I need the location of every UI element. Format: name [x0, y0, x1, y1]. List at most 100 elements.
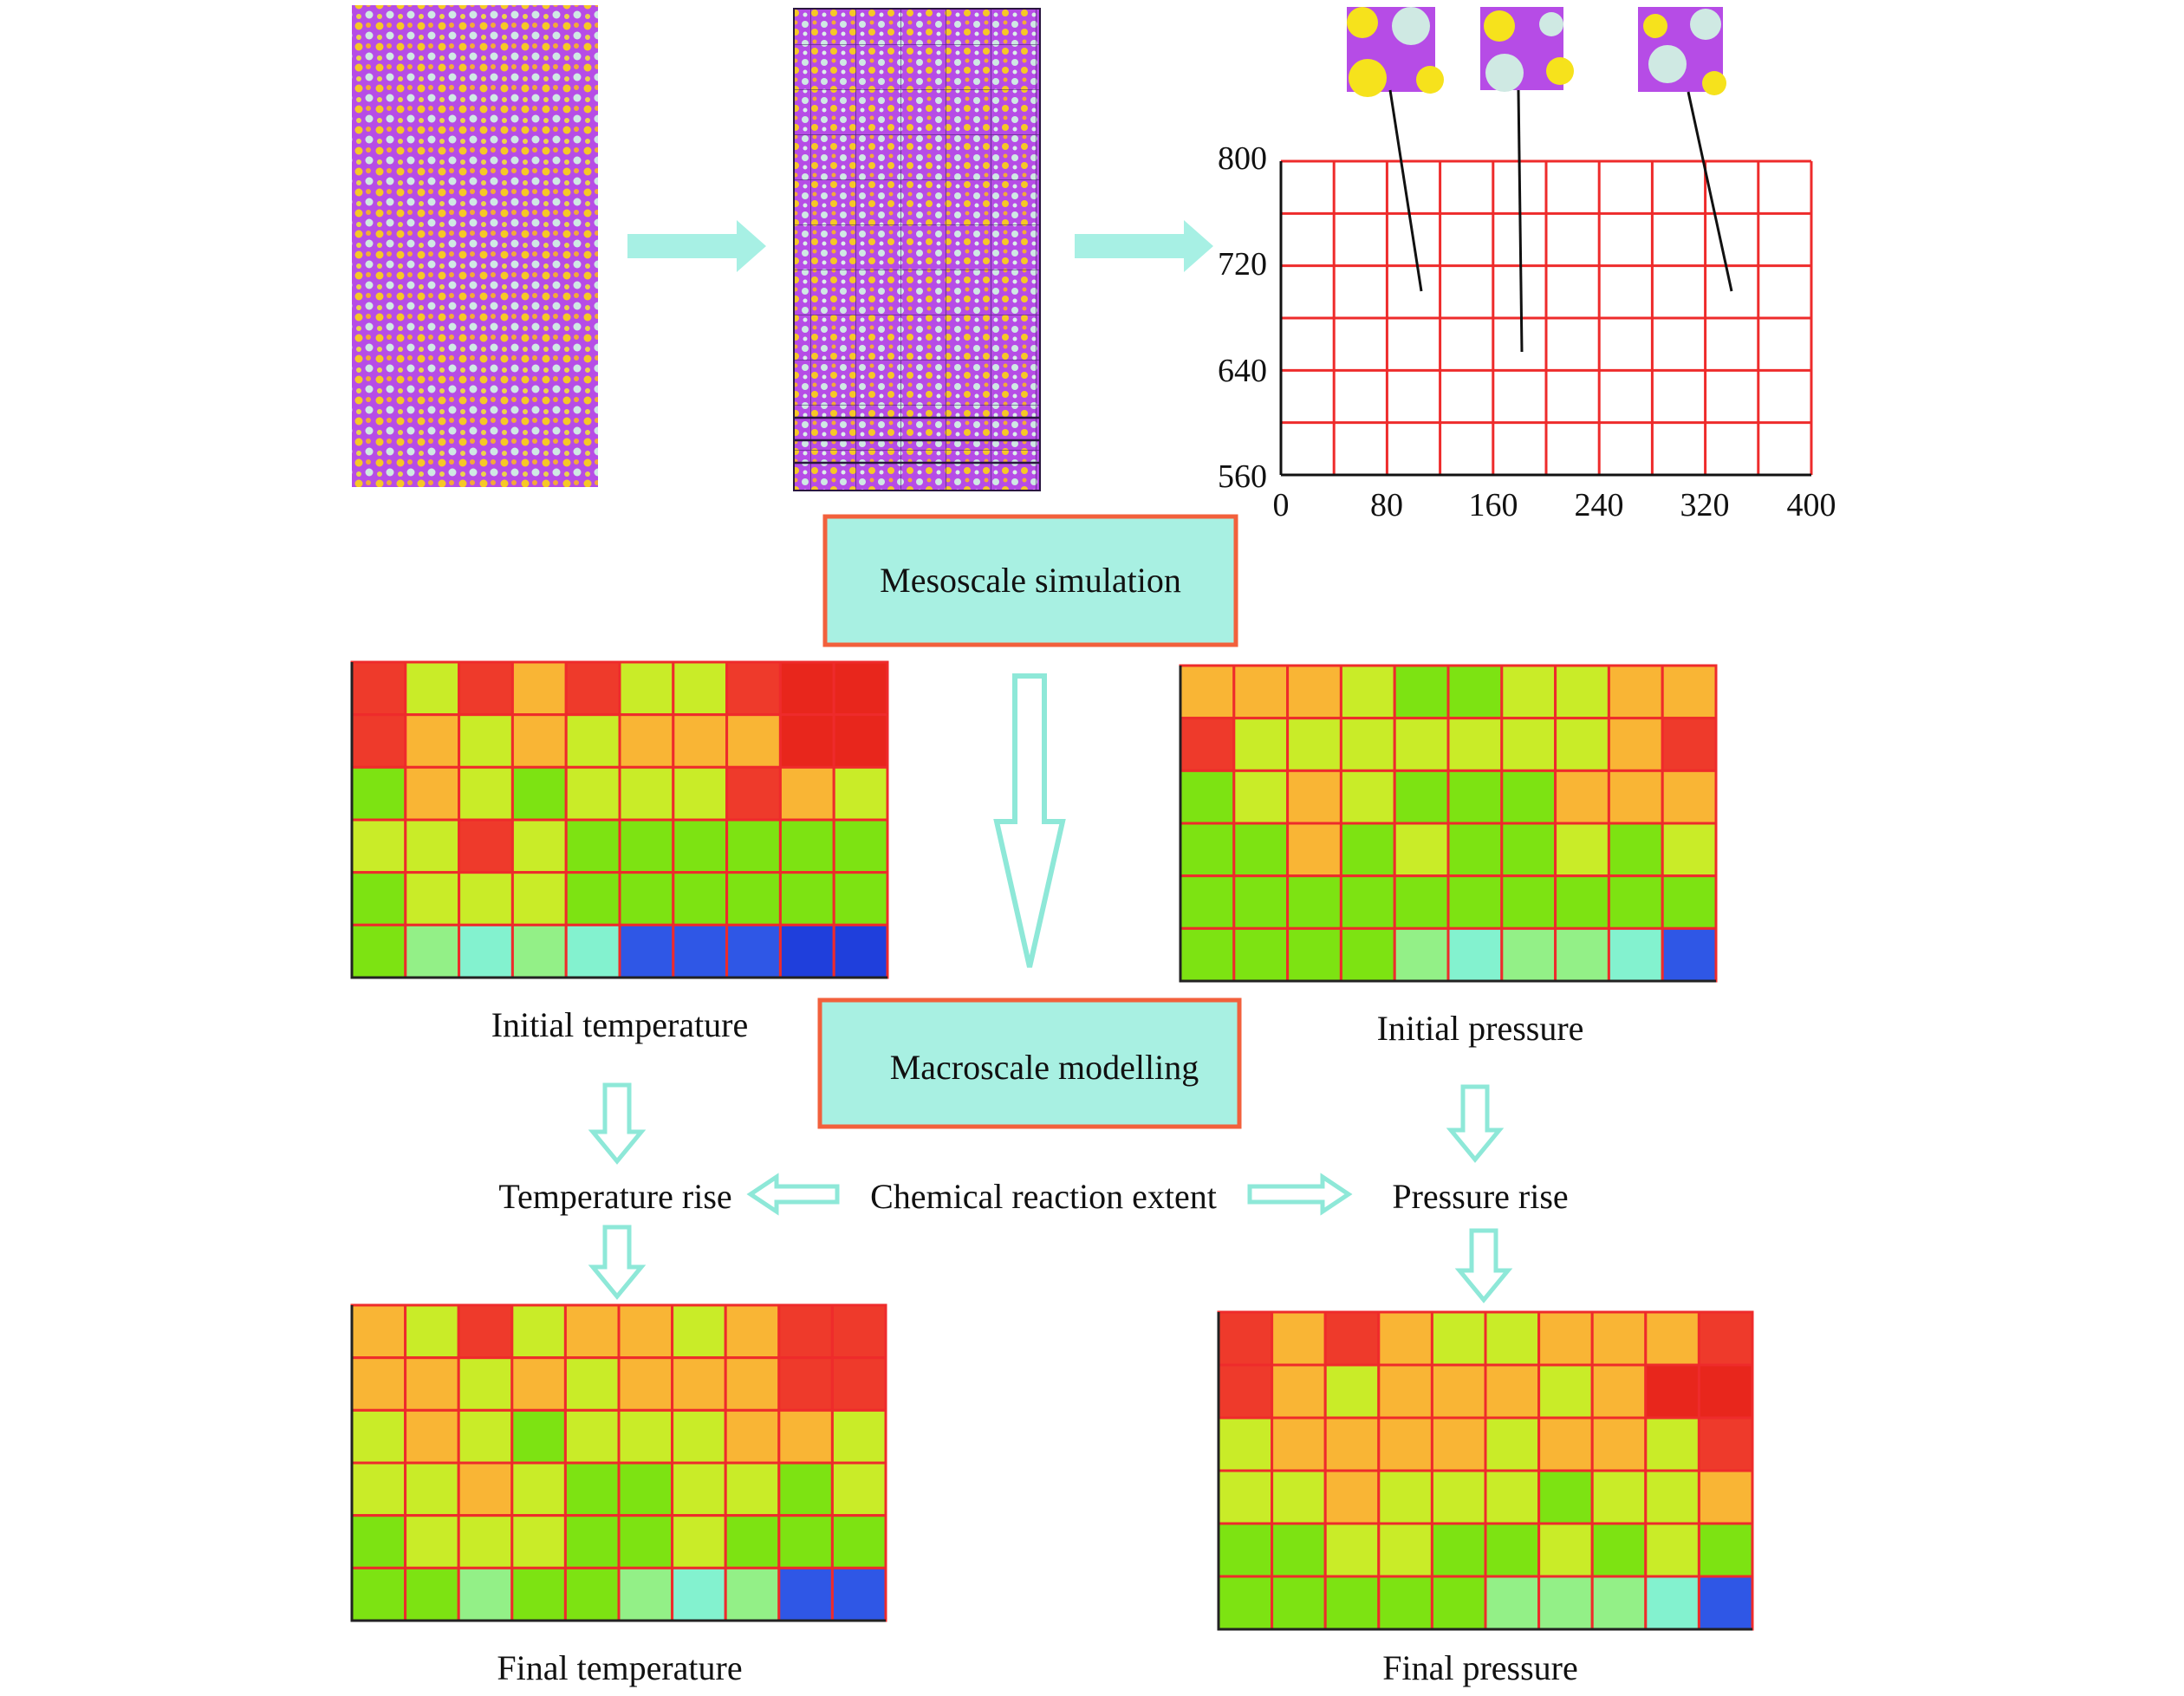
heatmap-cell — [458, 660, 514, 717]
heatmap-cell — [1500, 926, 1557, 983]
heatmap-cell — [1661, 822, 1718, 878]
leader-line — [1388, 89, 1423, 292]
heatmap-cell — [510, 818, 568, 874]
heatmap-cell — [404, 871, 461, 926]
heatmap-cell — [1339, 664, 1396, 720]
arrow-shape — [627, 220, 766, 272]
heatmap-cell — [1286, 874, 1342, 930]
heatmap-cell — [350, 818, 407, 874]
heatmap-cell — [1179, 664, 1236, 720]
heatmap-cell — [564, 923, 621, 979]
heatmap-cell — [725, 923, 782, 979]
x-tick-label: 160 — [1469, 487, 1518, 523]
heatmap-cell — [1232, 822, 1290, 878]
heatmap-cell — [672, 713, 729, 769]
heatmap-cell — [1179, 822, 1236, 878]
heatmap-cell — [1500, 664, 1557, 720]
heatmap-cell — [1377, 1363, 1433, 1420]
heatmap-cell — [1607, 717, 1664, 772]
heatmap-cell — [1697, 1522, 1754, 1578]
heatmap-cell — [457, 1566, 514, 1622]
heatmap-cell — [563, 1461, 621, 1517]
heatmap-cell — [1232, 769, 1290, 825]
final-temperature-heatmap — [350, 1303, 887, 1622]
macroscale-modelling-box — [817, 997, 1242, 1129]
heatmap-cell — [1590, 1416, 1648, 1472]
x-tick-label: 240 — [1575, 487, 1624, 523]
heatmap-cell — [1232, 874, 1290, 930]
heatmap-cell — [1484, 1469, 1541, 1525]
heatmap-cell — [1179, 874, 1236, 930]
heatmap-cell — [1644, 1363, 1700, 1420]
arrow-down-icon — [1446, 1084, 1505, 1163]
heatmap-cell — [1446, 822, 1504, 878]
x-tick-label: 0 — [1273, 487, 1290, 523]
heatmap-cell — [1554, 769, 1610, 825]
heatmap-cell — [404, 765, 461, 822]
macroscale-modelling-label: Macroscale modelling — [890, 1048, 1199, 1087]
heatmap-cell — [563, 1514, 621, 1569]
heatmap-cell — [1217, 1310, 1274, 1367]
heatmap-cell — [404, 660, 461, 717]
heatmap-cell — [1607, 769, 1664, 825]
heatmap-cell — [1271, 1416, 1327, 1472]
heatmap-cell — [617, 1566, 674, 1622]
heatmap-cell — [1697, 1575, 1754, 1631]
heatmap-cell — [617, 1461, 674, 1517]
heatmap-cell — [350, 1461, 407, 1517]
mesoscale-simulation-box — [822, 514, 1238, 647]
heatmap-cell — [350, 1566, 407, 1622]
heatmap-cell — [1323, 1522, 1381, 1578]
heatmap-cell — [458, 818, 514, 874]
heatmap-cell — [618, 923, 675, 979]
heatmap-cell — [1393, 769, 1450, 825]
heatmap-cell — [510, 713, 568, 769]
heatmap-cell — [1554, 822, 1610, 878]
heatmap-cell — [778, 765, 835, 822]
meshed-sample-image — [793, 8, 1041, 491]
heatmap-cell — [724, 1408, 781, 1465]
heatmap-cell — [777, 1566, 834, 1622]
heatmap-cell — [1286, 717, 1342, 772]
heatmap-cell — [1500, 717, 1557, 772]
heatmap-cell — [350, 1356, 407, 1412]
heatmap-cell — [458, 713, 514, 769]
heatmap-cell — [777, 1408, 834, 1465]
heatmap-cell — [457, 1408, 514, 1465]
heatmap-cell — [350, 713, 407, 769]
heatmap-cell — [510, 660, 568, 717]
heatmap-cell — [725, 660, 782, 717]
heatmap-cell — [1537, 1469, 1594, 1525]
heatmap-cell — [350, 765, 407, 822]
heatmap-cell — [404, 1514, 460, 1569]
heatmap-cell — [671, 1303, 727, 1360]
heatmap-cell — [778, 923, 835, 979]
heatmap-cell — [672, 923, 729, 979]
heatmap-cell — [672, 871, 729, 926]
heatmap-cell — [458, 871, 514, 926]
heatmap-cell — [1430, 1469, 1487, 1525]
leader-line — [1687, 91, 1733, 292]
heatmap-cell — [671, 1408, 727, 1465]
heatmap-cell — [1339, 717, 1396, 772]
heatmap-cell — [510, 1408, 567, 1465]
heatmap-cell — [778, 871, 835, 926]
x-tick-label: 80 — [1370, 487, 1403, 523]
heatmap-cell — [1446, 926, 1504, 983]
heatmap-cell — [1271, 1522, 1327, 1578]
heatmap-cell — [563, 1566, 621, 1622]
heatmap-cell — [1590, 1363, 1648, 1420]
heatmap-cell — [725, 818, 782, 874]
heatmap-axes — [1179, 666, 1716, 983]
heatmap-cell — [1590, 1575, 1648, 1631]
heatmap-cell — [404, 1408, 460, 1465]
heatmap-cell — [1179, 769, 1236, 825]
heatmap-cell — [563, 1356, 621, 1412]
leader-line — [1517, 89, 1524, 353]
arrow-shape — [1075, 220, 1213, 272]
heatmap-cell — [672, 818, 729, 874]
heatmap-cell — [404, 1461, 460, 1517]
heatmap-cell — [1271, 1575, 1327, 1631]
y-axis-ticks: 800 720 640 560 — [1218, 140, 1267, 495]
